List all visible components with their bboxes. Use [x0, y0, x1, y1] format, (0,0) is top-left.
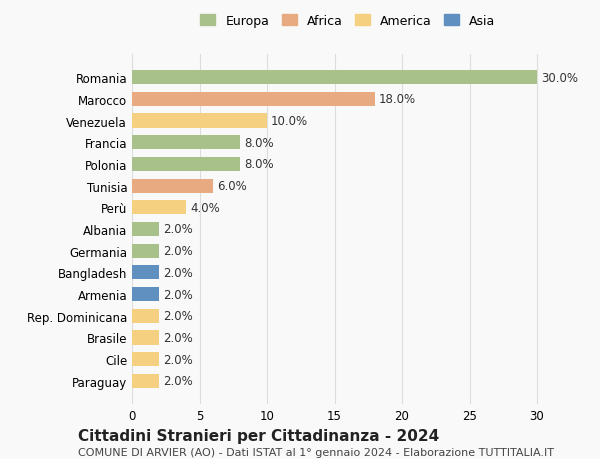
Text: 2.0%: 2.0%	[163, 353, 193, 366]
Text: 10.0%: 10.0%	[271, 115, 308, 128]
Text: 2.0%: 2.0%	[163, 266, 193, 279]
Text: 6.0%: 6.0%	[217, 180, 247, 193]
Bar	[132, 157, 240, 172]
Text: 8.0%: 8.0%	[244, 158, 274, 171]
Bar	[132, 244, 159, 258]
Bar	[132, 309, 159, 323]
Bar	[132, 374, 159, 388]
Text: 2.0%: 2.0%	[163, 288, 193, 301]
Text: 4.0%: 4.0%	[190, 202, 220, 214]
Legend: Europa, Africa, America, Asia: Europa, Africa, America, Asia	[196, 10, 500, 33]
Text: 2.0%: 2.0%	[163, 310, 193, 323]
Text: 2.0%: 2.0%	[163, 331, 193, 344]
Bar	[132, 136, 240, 150]
Text: 2.0%: 2.0%	[163, 245, 193, 257]
Bar	[132, 179, 213, 193]
Bar	[132, 114, 267, 129]
Text: Cittadini Stranieri per Cittadinanza - 2024: Cittadini Stranieri per Cittadinanza - 2…	[78, 428, 439, 443]
Bar	[132, 71, 537, 85]
Text: COMUNE DI ARVIER (AO) - Dati ISTAT al 1° gennaio 2024 - Elaborazione TUTTITALIA.: COMUNE DI ARVIER (AO) - Dati ISTAT al 1°…	[78, 447, 554, 457]
Bar	[132, 201, 186, 215]
Text: 30.0%: 30.0%	[541, 72, 578, 84]
Bar	[132, 93, 375, 106]
Bar	[132, 330, 159, 345]
Text: 18.0%: 18.0%	[379, 93, 416, 106]
Text: 2.0%: 2.0%	[163, 223, 193, 236]
Bar	[132, 287, 159, 302]
Text: 8.0%: 8.0%	[244, 136, 274, 149]
Bar	[132, 353, 159, 366]
Bar	[132, 223, 159, 236]
Bar	[132, 266, 159, 280]
Text: 2.0%: 2.0%	[163, 375, 193, 387]
